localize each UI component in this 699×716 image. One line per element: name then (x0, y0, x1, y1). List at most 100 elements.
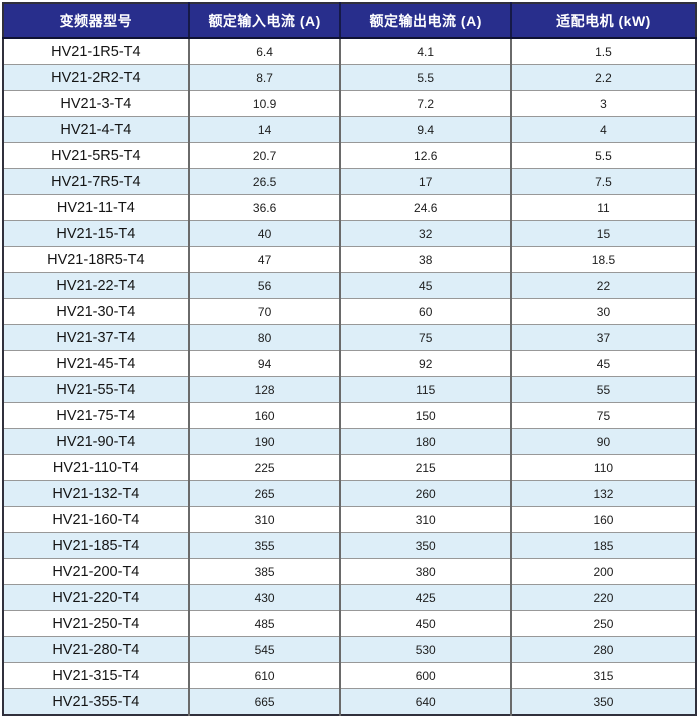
table-row: HV21-355-T4 665 640 350 (3, 688, 696, 715)
motor-kw-cell: 3 (510, 90, 696, 117)
table-row: HV21-315-T4 610 600 315 (3, 662, 696, 689)
output-current-cell: 38 (340, 246, 512, 273)
input-current-cell: 485 (188, 610, 342, 637)
output-current-cell: 9.4 (340, 116, 512, 143)
motor-kw-cell: 350 (510, 688, 696, 715)
motor-kw-cell: 1.5 (510, 38, 696, 65)
model-cell: HV21-18R5-T4 (3, 246, 190, 273)
table-row: HV21-250-T4 485 450 250 (3, 610, 696, 637)
header-row: 变频器型号 额定输入电流 (A) 额定输出电流 (A) 适配电机 (kW) (3, 3, 696, 39)
input-current-cell: 14 (188, 116, 342, 143)
table-row: HV21-160-T4 310 310 160 (3, 506, 696, 533)
output-current-cell: 180 (340, 428, 512, 455)
output-current-cell: 215 (340, 454, 512, 481)
model-cell: HV21-15-T4 (3, 220, 190, 247)
output-current-cell: 17 (340, 168, 512, 195)
input-current-cell: 36.6 (188, 194, 342, 221)
table-row: HV21-110-T4 225 215 110 (3, 454, 696, 481)
input-current-cell: 20.7 (188, 142, 342, 169)
table-header: 变频器型号 额定输入电流 (A) 额定输出电流 (A) 适配电机 (kW) (3, 3, 696, 39)
model-cell: HV21-315-T4 (3, 662, 190, 689)
input-current-cell: 610 (188, 662, 342, 689)
model-cell: HV21-55-T4 (3, 376, 190, 403)
output-current-cell: 45 (340, 272, 512, 299)
motor-kw-cell: 75 (510, 402, 696, 429)
output-current-cell: 530 (340, 636, 512, 663)
input-current-cell: 545 (188, 636, 342, 663)
motor-kw-cell: 220 (510, 584, 696, 611)
motor-kw-cell: 110 (510, 454, 696, 481)
column-header-motor-kw: 适配电机 (kW) (510, 3, 696, 39)
model-cell: HV21-220-T4 (3, 584, 190, 611)
column-header-input-current: 额定输入电流 (A) (188, 3, 342, 39)
output-current-cell: 310 (340, 506, 512, 533)
motor-kw-cell: 5.5 (510, 142, 696, 169)
model-cell: HV21-3-T4 (3, 90, 190, 117)
motor-kw-cell: 132 (510, 480, 696, 507)
table-row: HV21-200-T4 385 380 200 (3, 558, 696, 585)
motor-kw-cell: 4 (510, 116, 696, 143)
input-current-cell: 265 (188, 480, 342, 507)
table-row: HV21-7R5-T4 26.5 17 7.5 (3, 168, 696, 195)
output-current-cell: 150 (340, 402, 512, 429)
motor-kw-cell: 30 (510, 298, 696, 325)
model-cell: HV21-45-T4 (3, 350, 190, 377)
model-cell: HV21-4-T4 (3, 116, 190, 143)
model-cell: HV21-250-T4 (3, 610, 190, 637)
table-row: HV21-3-T4 10.9 7.2 3 (3, 90, 696, 117)
input-current-cell: 225 (188, 454, 342, 481)
motor-kw-cell: 7.5 (510, 168, 696, 195)
input-current-cell: 355 (188, 532, 342, 559)
input-current-cell: 310 (188, 506, 342, 533)
motor-kw-cell: 18.5 (510, 246, 696, 273)
output-current-cell: 5.5 (340, 64, 512, 91)
input-current-cell: 40 (188, 220, 342, 247)
table-row: HV21-1R5-T4 6.4 4.1 1.5 (3, 38, 696, 65)
table-row: HV21-75-T4 160 150 75 (3, 402, 696, 429)
input-current-cell: 80 (188, 324, 342, 351)
column-header-output-current: 额定输出电流 (A) (340, 3, 512, 39)
table-row: HV21-220-T4 430 425 220 (3, 584, 696, 611)
model-cell: HV21-132-T4 (3, 480, 190, 507)
output-current-cell: 640 (340, 688, 512, 715)
output-current-cell: 60 (340, 298, 512, 325)
output-current-cell: 4.1 (340, 38, 512, 65)
model-cell: HV21-160-T4 (3, 506, 190, 533)
motor-kw-cell: 160 (510, 506, 696, 533)
model-cell: HV21-30-T4 (3, 298, 190, 325)
input-current-cell: 665 (188, 688, 342, 715)
model-cell: HV21-75-T4 (3, 402, 190, 429)
model-cell: HV21-1R5-T4 (3, 38, 190, 65)
model-cell: HV21-280-T4 (3, 636, 190, 663)
input-current-cell: 56 (188, 272, 342, 299)
input-current-cell: 128 (188, 376, 342, 403)
output-current-cell: 350 (340, 532, 512, 559)
input-current-cell: 10.9 (188, 90, 342, 117)
output-current-cell: 32 (340, 220, 512, 247)
model-cell: HV21-90-T4 (3, 428, 190, 455)
output-current-cell: 260 (340, 480, 512, 507)
input-current-cell: 6.4 (188, 38, 342, 65)
input-current-cell: 94 (188, 350, 342, 377)
model-cell: HV21-185-T4 (3, 532, 190, 559)
motor-kw-cell: 250 (510, 610, 696, 637)
column-header-model: 变频器型号 (3, 3, 190, 39)
output-current-cell: 12.6 (340, 142, 512, 169)
table-row: HV21-4-T4 14 9.4 4 (3, 116, 696, 143)
output-current-cell: 75 (340, 324, 512, 351)
input-current-cell: 385 (188, 558, 342, 585)
input-current-cell: 160 (188, 402, 342, 429)
model-cell: HV21-5R5-T4 (3, 142, 190, 169)
output-current-cell: 450 (340, 610, 512, 637)
table-row: HV21-90-T4 190 180 90 (3, 428, 696, 455)
table-row: HV21-55-T4 128 115 55 (3, 376, 696, 403)
table-row: HV21-11-T4 36.6 24.6 11 (3, 194, 696, 221)
motor-kw-cell: 2.2 (510, 64, 696, 91)
table-row: HV21-15-T4 40 32 15 (3, 220, 696, 247)
table-row: HV21-132-T4 265 260 132 (3, 480, 696, 507)
output-current-cell: 380 (340, 558, 512, 585)
input-current-cell: 70 (188, 298, 342, 325)
output-current-cell: 92 (340, 350, 512, 377)
